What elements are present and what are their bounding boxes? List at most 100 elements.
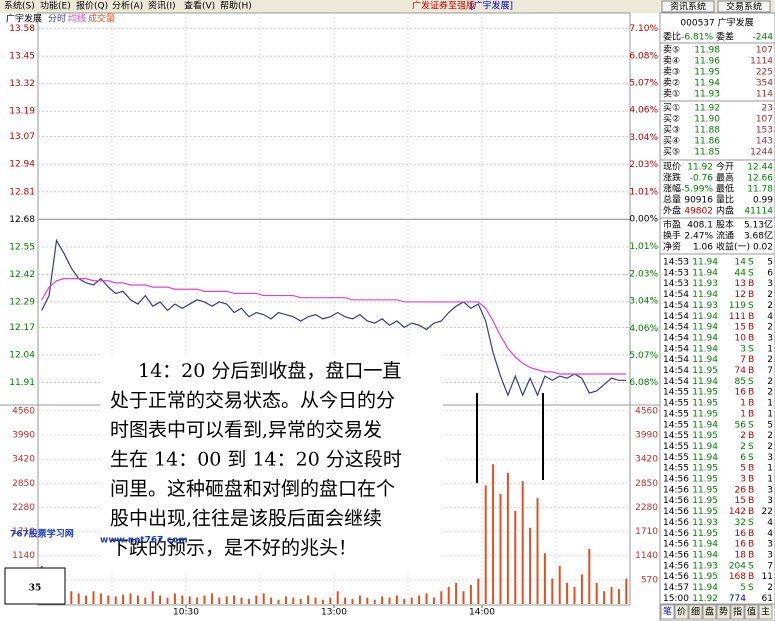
- tab[interactable]: [744, 604, 759, 620]
- trade-volume: 204: [729, 561, 746, 571]
- tab[interactable]: [758, 604, 773, 620]
- volume-bar: [373, 599, 376, 604]
- menu-item[interactable]: 帮助(H): [220, 0, 252, 12]
- trade-volume: 26: [735, 485, 747, 495]
- trade-time: 14:54: [663, 323, 689, 333]
- tab[interactable]: [688, 604, 703, 620]
- volume-bar: [188, 596, 191, 604]
- trade-price: 11.93: [692, 518, 718, 528]
- trade-volume: 16: [735, 388, 747, 398]
- annotation-line: 处于正常的交易状态。从今日的分: [110, 390, 395, 412]
- tab-label[interactable]: 指: [733, 606, 742, 618]
- trade-volume: 7: [740, 355, 746, 365]
- volume-bar: [233, 595, 236, 604]
- y-tick-label: 13.58: [9, 24, 35, 34]
- volume-bar: [218, 597, 221, 604]
- tab[interactable]: [660, 604, 675, 620]
- trade-price: 11.94: [692, 377, 718, 387]
- badge: 35: [29, 584, 42, 594]
- tab-label[interactable]: 盘: [705, 606, 714, 618]
- tab[interactable]: [730, 604, 745, 620]
- button-label[interactable]: 资讯系统: [670, 1, 706, 13]
- quote-label: 现价: [663, 162, 681, 173]
- trade-volume: 16: [735, 529, 747, 539]
- volume-bar: [240, 597, 243, 604]
- trade-price: 11.94: [692, 442, 718, 452]
- tab-label[interactable]: 细: [691, 606, 700, 618]
- book-price: 11.90: [694, 115, 720, 125]
- trade-count: 3: [767, 540, 773, 550]
- book-price: 11.98: [694, 46, 720, 56]
- trade-count: 6: [767, 268, 773, 278]
- menu-item[interactable]: 查看(V): [184, 0, 215, 12]
- quote-label: 涨幅: [663, 183, 681, 195]
- volume-bar: [381, 596, 384, 604]
- annotation-line: 生在 14：00 到 14：20 分这段时: [110, 449, 402, 471]
- trade-time: 14:56: [663, 529, 689, 539]
- tab[interactable]: [716, 604, 731, 620]
- quote-value: -5.99%: [681, 185, 713, 195]
- trade-side: S: [748, 420, 754, 430]
- trade-volume: 56: [735, 420, 747, 430]
- volume-bar: [388, 597, 391, 604]
- volume-bar: [77, 593, 80, 604]
- y-tick-label: 13.19: [9, 107, 35, 117]
- book-volume: 23: [762, 104, 773, 114]
- annotation-line: 股中出现,往往是该股后面会继续: [110, 508, 382, 530]
- tab[interactable]: [674, 604, 689, 620]
- y2-tick-label: 1.01%: [629, 188, 658, 198]
- trade-time: 14:56: [663, 561, 689, 571]
- tab-label[interactable]: 价: [677, 607, 686, 618]
- book-label: 买④: [663, 136, 680, 147]
- volume-bar: [551, 578, 554, 604]
- trade-side: B: [748, 507, 754, 517]
- y-tick-label: 13.32: [9, 79, 35, 89]
- tab-label[interactable]: 主: [761, 606, 770, 618]
- quote-value: -6.81%: [681, 33, 713, 43]
- volume-tick-label: 3990: [12, 431, 35, 441]
- quote-value: 12.66: [747, 174, 773, 184]
- volume-bar: [418, 595, 421, 604]
- volume-bar: [299, 598, 302, 604]
- quote-label: 股本: [716, 219, 734, 231]
- tab[interactable]: [702, 604, 717, 620]
- trade-side: S: [748, 453, 754, 463]
- trade-count: 2: [767, 301, 773, 311]
- menu-item[interactable]: 分析(A): [112, 0, 143, 12]
- volume-bar: [270, 597, 273, 604]
- trade-price: 11.94: [692, 344, 718, 354]
- trade-count: 1: [767, 399, 773, 409]
- trade-count: 5: [767, 258, 773, 268]
- volume-bar: [344, 597, 347, 604]
- trade-volume: 1: [740, 409, 746, 419]
- button-label[interactable]: 交易系统: [726, 1, 762, 13]
- volume-bar: [166, 597, 169, 604]
- book-price: 11.94: [694, 79, 720, 89]
- tab-label[interactable]: 势: [719, 606, 728, 618]
- stock-title: [广宇发展]: [470, 0, 513, 12]
- trade-side: B: [748, 355, 754, 365]
- trade-count: 2: [767, 442, 773, 452]
- tab-label[interactable]: 值: [747, 606, 756, 618]
- trade-price: 11.94: [692, 583, 718, 593]
- trade-count: 2: [767, 377, 773, 387]
- button[interactable]: [717, 0, 771, 13]
- volume-bar: [181, 595, 184, 604]
- menu-item[interactable]: 功能(E): [40, 0, 71, 12]
- volume-bar: [610, 587, 613, 604]
- menu-item[interactable]: 系统(S): [4, 0, 35, 12]
- trade-count: 7: [767, 561, 773, 571]
- trade-volume: 3: [740, 475, 746, 485]
- volume-bar: [403, 598, 406, 604]
- menu-item[interactable]: 报价(Q): [76, 0, 108, 12]
- book-price: 11.86: [694, 137, 720, 147]
- tab-label[interactable]: 笔: [663, 606, 672, 618]
- volume-bar: [477, 578, 480, 604]
- volume-bar: [262, 593, 265, 604]
- trade-volume: 119: [729, 301, 746, 311]
- menu-item[interactable]: 资讯(I): [148, 1, 176, 12]
- button[interactable]: [661, 0, 715, 13]
- price-line: [41, 278, 627, 375]
- volume-bar: [603, 591, 606, 604]
- trade-count: 2: [767, 431, 773, 441]
